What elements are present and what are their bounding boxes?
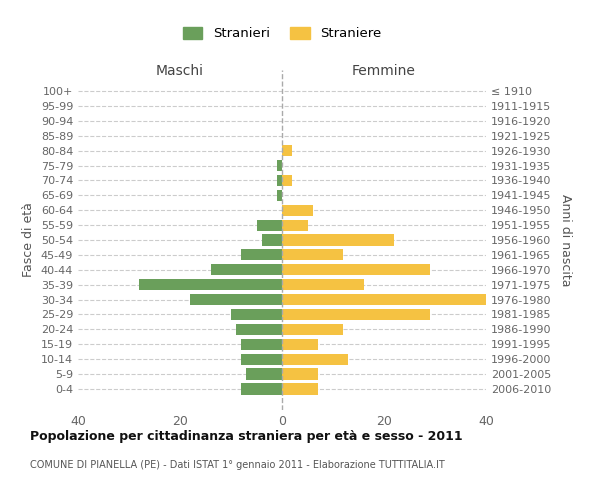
Bar [282,354,349,365]
Bar [282,234,394,246]
Bar [282,368,318,380]
Bar [282,204,313,216]
Bar [282,338,318,350]
Bar [282,279,364,290]
Bar [247,368,282,380]
Bar [282,220,308,230]
Bar [282,309,430,320]
Bar [241,354,282,365]
Bar [262,234,282,246]
Bar [282,145,292,156]
Bar [282,175,292,186]
Bar [241,250,282,260]
Bar [211,264,282,276]
Bar [282,264,430,276]
Bar [139,279,282,290]
Bar [282,250,343,260]
Bar [241,338,282,350]
Bar [190,294,282,305]
Bar [241,384,282,394]
Legend: Stranieri, Straniere: Stranieri, Straniere [178,22,386,46]
Bar [257,220,282,230]
Text: Femmine: Femmine [352,64,416,78]
Bar [277,160,282,171]
Bar [231,309,282,320]
Bar [282,384,318,394]
Bar [277,190,282,201]
Bar [236,324,282,335]
Text: Maschi: Maschi [156,64,204,78]
Bar [282,294,486,305]
Text: Popolazione per cittadinanza straniera per età e sesso - 2011: Popolazione per cittadinanza straniera p… [30,430,463,443]
Text: COMUNE DI PIANELLA (PE) - Dati ISTAT 1° gennaio 2011 - Elaborazione TUTTITALIA.I: COMUNE DI PIANELLA (PE) - Dati ISTAT 1° … [30,460,445,470]
Bar [282,324,343,335]
Y-axis label: Fasce di età: Fasce di età [22,202,35,278]
Y-axis label: Anni di nascita: Anni di nascita [559,194,572,286]
Bar [277,175,282,186]
